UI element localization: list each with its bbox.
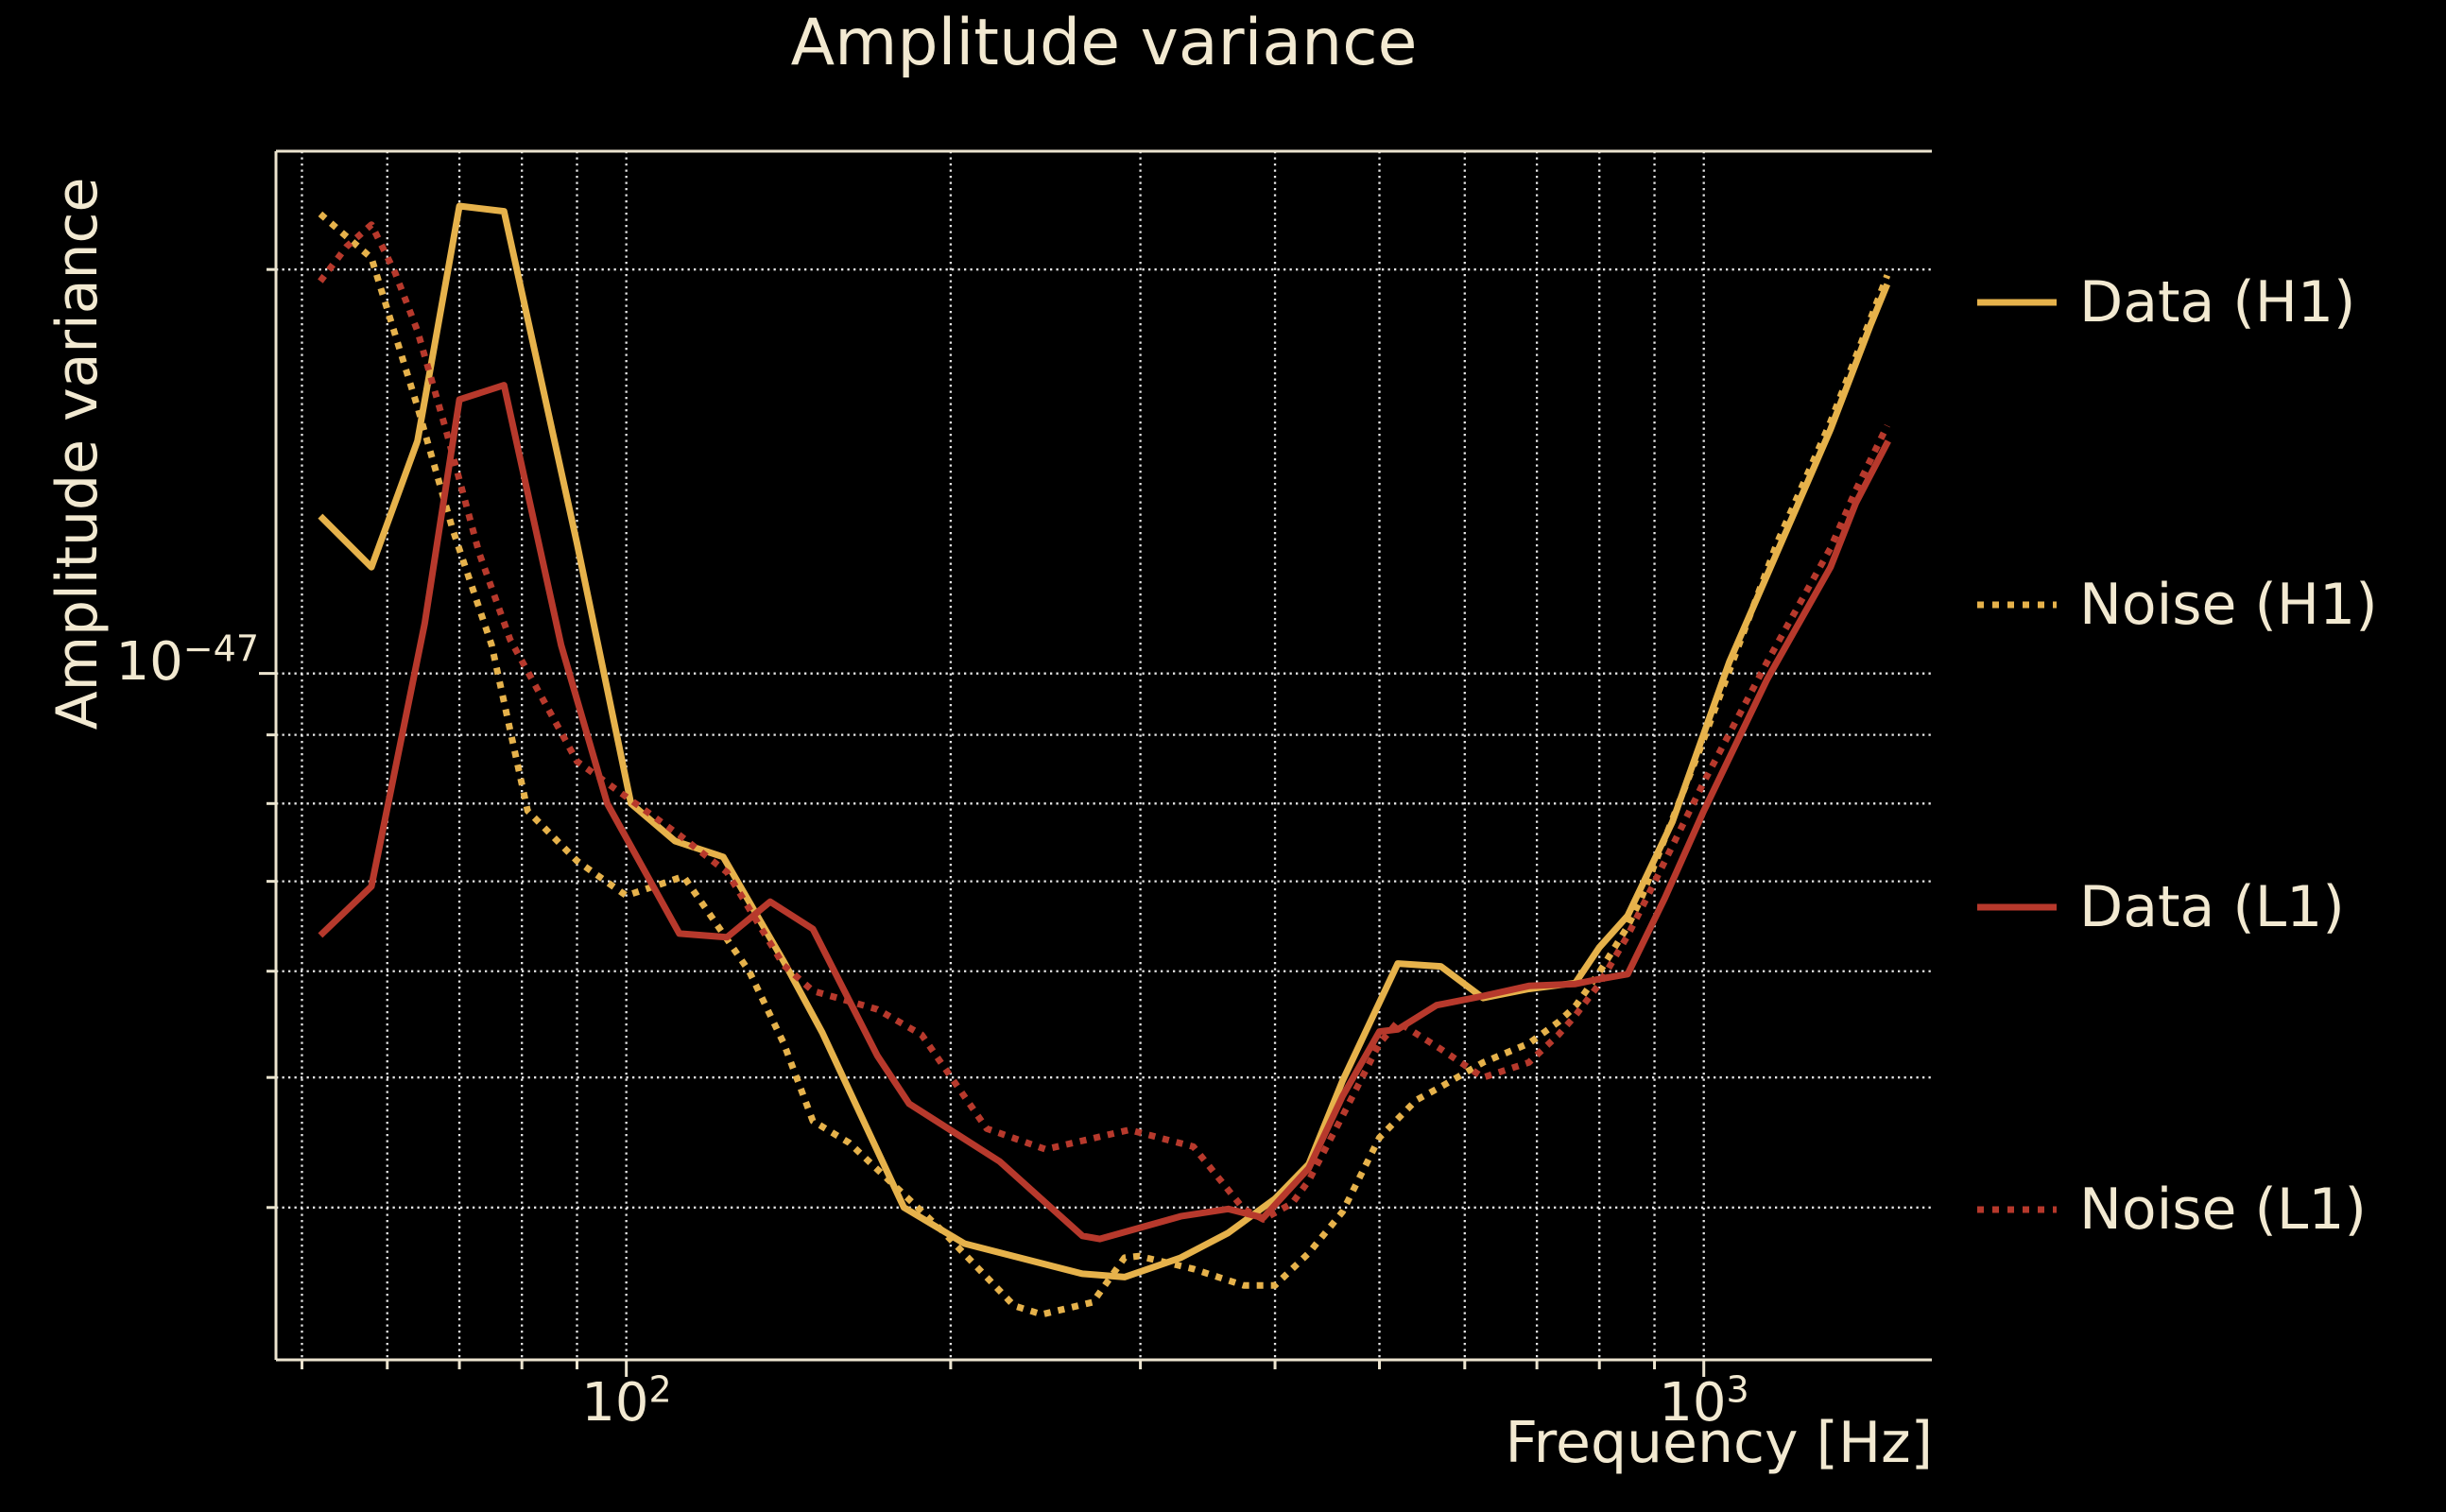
x-tick-label-1000: 103 bbox=[1610, 1371, 1799, 1434]
legend-swatch-noise-h1-icon bbox=[1977, 601, 2057, 609]
legend-item-data-h1: Data (H1) bbox=[1973, 265, 2355, 340]
x-tick-base: 10 bbox=[581, 1372, 649, 1434]
x-axis-label: Frequency [Hz] bbox=[1505, 1410, 1933, 1476]
legend-item-noise-h1: Noise (H1) bbox=[1973, 567, 2378, 643]
legend: Data (H1) Noise (H1) Data (L1) Noise (L1… bbox=[1973, 0, 2446, 1512]
x-tick-label-100: 102 bbox=[532, 1371, 721, 1434]
legend-swatch-noise-l1-icon bbox=[1977, 1206, 2057, 1213]
x-tick-exponent: 3 bbox=[1726, 1368, 1749, 1411]
y-tick-exponent: −47 bbox=[182, 627, 259, 670]
x-tick-exponent: 2 bbox=[648, 1368, 672, 1411]
chart-title: Amplitude variance bbox=[790, 6, 1418, 80]
y-tick-label-1e-47: 10−47 bbox=[57, 630, 259, 693]
legend-label: Noise (L1) bbox=[2079, 1177, 2367, 1243]
legend-label: Noise (H1) bbox=[2079, 572, 2378, 638]
legend-swatch-data-l1-icon bbox=[1977, 903, 2057, 911]
x-tick-base: 10 bbox=[1659, 1372, 1727, 1434]
legend-label: Data (H1) bbox=[2079, 269, 2356, 335]
legend-item-noise-l1: Noise (L1) bbox=[1973, 1172, 2367, 1247]
y-tick-base: 10 bbox=[115, 631, 183, 693]
legend-item-data-l1: Data (L1) bbox=[1973, 869, 2345, 945]
legend-label: Data (L1) bbox=[2079, 874, 2345, 940]
legend-swatch-data-h1-icon bbox=[1977, 299, 2057, 306]
